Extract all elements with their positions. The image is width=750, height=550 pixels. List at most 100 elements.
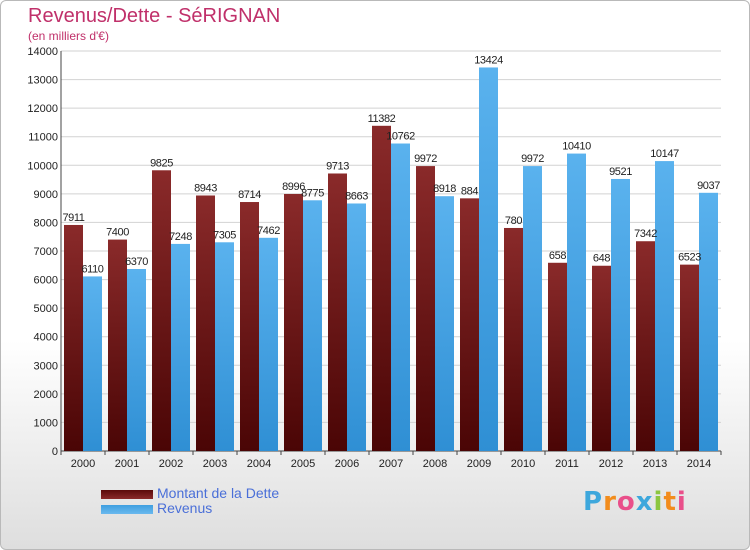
legend-label-debt: Montant de la Dette bbox=[157, 485, 280, 501]
legend-swatch-debt bbox=[101, 490, 153, 499]
y-tick-label: 6000 bbox=[34, 275, 58, 287]
chart-subtitle: (en milliers d'€) bbox=[28, 29, 109, 43]
bar-debt bbox=[460, 198, 479, 451]
data-label-debt: 884 bbox=[461, 185, 478, 197]
bars bbox=[64, 67, 718, 452]
data-label-revenue: 10147 bbox=[650, 148, 679, 160]
x-tick-label: 2003 bbox=[203, 458, 227, 470]
data-labels: 7911 6110 7400 6370 9825 7248 8943 7305 8714 7462… bbox=[62, 54, 720, 275]
data-label-debt: 780 bbox=[505, 215, 522, 227]
data-label-revenue: 9972 bbox=[521, 153, 544, 165]
x-tick-label: 2006 bbox=[335, 458, 359, 470]
x-tick-label: 2004 bbox=[247, 458, 271, 470]
y-tick-label: 14000 bbox=[27, 46, 58, 58]
x-tick-label: 2010 bbox=[511, 458, 535, 470]
data-label-revenue: 8775 bbox=[301, 187, 324, 199]
data-label-revenue: 13424 bbox=[474, 54, 503, 66]
data-label-revenue: 10410 bbox=[562, 141, 591, 153]
bar-revenue bbox=[215, 242, 234, 451]
data-label-debt: 8714 bbox=[238, 189, 261, 201]
data-label-debt: 8943 bbox=[194, 182, 217, 194]
bar-revenue bbox=[435, 196, 454, 451]
bar-revenue bbox=[699, 192, 718, 452]
data-label-debt: 7911 bbox=[62, 212, 84, 224]
data-label-debt: 658 bbox=[549, 250, 566, 262]
data-label-debt: 9825 bbox=[150, 157, 173, 169]
y-tick-label: 13000 bbox=[27, 75, 58, 87]
bar-revenue bbox=[567, 153, 586, 452]
x-tick-label: 2005 bbox=[291, 458, 315, 470]
y-tick-label: 7000 bbox=[34, 246, 58, 258]
y-tick-label: 8000 bbox=[34, 217, 58, 229]
data-label-debt: 6523 bbox=[678, 252, 701, 264]
bar-revenue bbox=[655, 161, 674, 452]
y-tick-label: 2000 bbox=[34, 389, 58, 401]
y-tick-label: 11000 bbox=[28, 132, 58, 144]
y-tick-label: 5000 bbox=[34, 303, 58, 315]
x-tick-label: 2011 bbox=[555, 458, 579, 470]
axes: 0 1000 2000 3000 4000 5000 6000 7000 8000 9000 100… bbox=[27, 46, 722, 470]
x-tick-label: 2000 bbox=[71, 458, 95, 470]
x-tick-label: 2007 bbox=[379, 458, 403, 470]
data-label-debt: 7400 bbox=[106, 227, 129, 239]
bar-debt bbox=[284, 193, 303, 451]
data-label-revenue: 9521 bbox=[609, 166, 632, 178]
bar-debt bbox=[196, 195, 215, 451]
bar-revenue bbox=[611, 178, 630, 451]
data-label-debt: 9972 bbox=[414, 153, 437, 165]
proxiti-logo: Proxiti bbox=[583, 487, 687, 517]
data-label-revenue: 6110 bbox=[81, 263, 103, 275]
bar-debt bbox=[64, 224, 83, 451]
bar-debt bbox=[636, 241, 655, 451]
legend-label-revenue: Revenus bbox=[157, 500, 213, 516]
bar-debt bbox=[504, 227, 523, 451]
y-tick-label: 10000 bbox=[27, 160, 58, 172]
data-label-revenue: 7462 bbox=[257, 225, 280, 237]
data-label-debt: 9713 bbox=[326, 160, 349, 172]
bar-debt bbox=[240, 202, 259, 451]
bar-revenue bbox=[83, 276, 102, 451]
legend-swatch-revenue bbox=[101, 505, 153, 514]
y-tick-label: 9000 bbox=[34, 189, 58, 201]
y-tick-label: 12000 bbox=[27, 103, 58, 115]
data-label-revenue: 7305 bbox=[213, 229, 236, 241]
bar-debt bbox=[328, 173, 347, 451]
bar-debt bbox=[108, 239, 127, 451]
x-tick-label: 2014 bbox=[687, 458, 711, 470]
data-label-debt: 8996 bbox=[282, 181, 305, 193]
data-label-revenue: 10762 bbox=[386, 131, 415, 143]
data-label-revenue: 9037 bbox=[697, 180, 720, 192]
x-tick-label: 2013 bbox=[643, 458, 667, 470]
bar-debt bbox=[416, 166, 435, 452]
bar-revenue bbox=[303, 200, 322, 451]
x-tick-label: 2002 bbox=[159, 458, 183, 470]
bar-revenue bbox=[479, 67, 498, 451]
data-label-revenue: 7248 bbox=[169, 231, 192, 243]
y-tick-label: 1000 bbox=[34, 417, 58, 429]
bar-revenue bbox=[171, 243, 190, 451]
bar-revenue bbox=[523, 166, 542, 452]
bar-debt bbox=[372, 125, 391, 452]
data-label-revenue: 6370 bbox=[125, 256, 148, 268]
bar-debt bbox=[680, 264, 699, 451]
data-label-debt: 11382 bbox=[368, 113, 396, 125]
bar-revenue bbox=[127, 269, 146, 451]
bar-debt bbox=[152, 170, 171, 452]
bar-debt bbox=[592, 265, 611, 451]
x-tick-label: 2009 bbox=[467, 458, 491, 470]
data-label-revenue: 8663 bbox=[345, 190, 368, 202]
x-tick-label: 2001 bbox=[115, 458, 139, 470]
y-tick-label: 3000 bbox=[34, 360, 58, 372]
bar-revenue bbox=[391, 143, 410, 451]
data-label-debt: 7342 bbox=[634, 228, 657, 240]
x-tick-label: 2008 bbox=[423, 458, 447, 470]
x-tick-label: 2012 bbox=[599, 458, 623, 470]
bar-revenue bbox=[347, 203, 366, 451]
data-label-debt: 648 bbox=[593, 253, 610, 265]
data-label-revenue: 8918 bbox=[433, 183, 456, 195]
y-tick-label: 4000 bbox=[34, 332, 58, 344]
bar-revenue bbox=[259, 237, 278, 451]
y-tick-label: 0 bbox=[52, 446, 58, 458]
